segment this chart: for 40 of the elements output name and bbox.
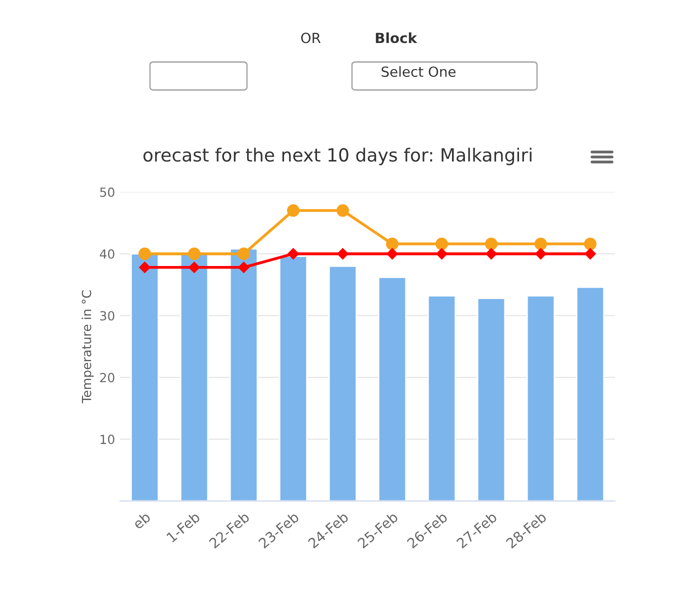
- bar: [328, 265, 358, 501]
- bar: [576, 286, 605, 501]
- point: [336, 204, 349, 217]
- bar: [378, 276, 407, 501]
- point: [485, 238, 498, 250]
- y-axis-title: Temperature in °C: [82, 290, 94, 404]
- point: [535, 248, 546, 260]
- bar: [476, 298, 506, 501]
- x-tick-label: eb: [132, 511, 152, 530]
- point: [386, 238, 398, 250]
- bar: [229, 248, 258, 501]
- bar: [278, 256, 308, 501]
- bar: [130, 253, 160, 501]
- point: [436, 238, 448, 250]
- point: [486, 248, 497, 260]
- bar: [427, 295, 456, 501]
- bar: [526, 295, 556, 501]
- point: [188, 262, 200, 273]
- point: [238, 262, 250, 273]
- point: [188, 248, 200, 260]
- point: [436, 248, 448, 260]
- y-tick-label: 20: [100, 372, 114, 382]
- y-tick-label: 10: [100, 434, 114, 444]
- point: [584, 248, 596, 260]
- y-tick-label: 40: [100, 249, 114, 259]
- point: [584, 238, 596, 250]
- point: [534, 238, 547, 250]
- point: [139, 262, 150, 273]
- chart-title: orecast for the next 10 days for: Malkangiri: [143, 148, 532, 166]
- text: OR: [301, 32, 321, 44]
- point: [138, 248, 151, 260]
- y-tick-label: 30: [100, 311, 114, 321]
- point: [238, 248, 250, 260]
- text: Select One: [382, 66, 456, 77]
- point: [288, 248, 299, 260]
- y-tick-label: 50: [100, 187, 114, 197]
- point: [386, 248, 398, 260]
- point: [337, 248, 348, 260]
- point: [287, 204, 300, 217]
- text: Block: [376, 32, 418, 44]
